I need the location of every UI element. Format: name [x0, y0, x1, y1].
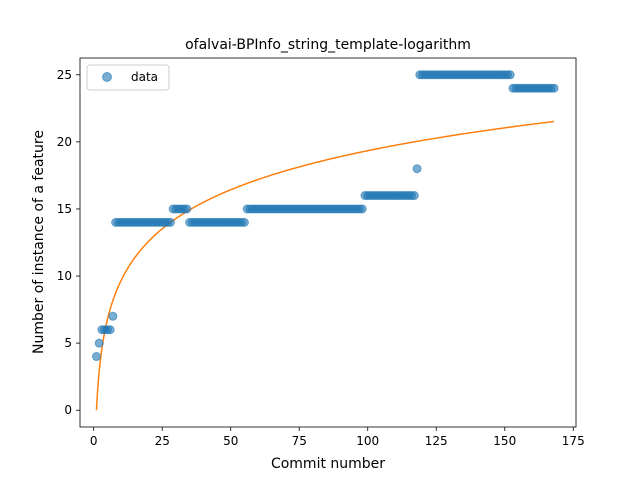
- y-tick-label: 25: [57, 68, 72, 82]
- data-point: [412, 164, 422, 174]
- data-point: [182, 204, 192, 214]
- data-point: [549, 83, 559, 93]
- data-point: [239, 217, 249, 227]
- y-tick-label: 5: [64, 336, 72, 350]
- y-axis-ticks: 0 5 10 15 20 25: [57, 68, 80, 417]
- data-points: [91, 70, 559, 362]
- x-axis-label: Commit number: [271, 456, 385, 472]
- x-tick-label: 125: [425, 434, 448, 448]
- x-tick-label: 25: [155, 434, 170, 448]
- data-point: [505, 70, 515, 80]
- plot-area: [80, 58, 576, 427]
- legend-marker: [102, 72, 112, 82]
- x-tick-label: 100: [356, 434, 379, 448]
- y-tick-label: 20: [57, 135, 72, 149]
- data-point: [165, 217, 175, 227]
- data-point: [105, 325, 115, 335]
- data-point: [357, 204, 367, 214]
- x-tick-label: 175: [562, 434, 585, 448]
- x-tick-label: 50: [223, 434, 238, 448]
- data-point: [94, 338, 104, 348]
- x-axis-ticks: 0 25 50 75 100 125 150 175: [90, 427, 585, 448]
- data-point: [108, 311, 118, 321]
- data-point: [91, 352, 101, 362]
- x-tick-label: 75: [292, 434, 307, 448]
- legend-box: [86, 64, 170, 91]
- x-tick-label: 0: [90, 434, 98, 448]
- legend-entry-data: data: [131, 70, 158, 84]
- x-tick-label: 150: [493, 434, 516, 448]
- data-point: [409, 191, 419, 201]
- plot-frame: [79, 57, 577, 428]
- chart-title: ofalvai-BPInfo_string_template-logarithm: [185, 37, 471, 53]
- legend: data: [86, 64, 170, 91]
- y-tick-label: 15: [57, 202, 72, 216]
- y-tick-label: 0: [64, 403, 72, 417]
- y-axis-label: Number of instance of a feature: [31, 130, 47, 354]
- y-tick-label: 10: [57, 269, 72, 283]
